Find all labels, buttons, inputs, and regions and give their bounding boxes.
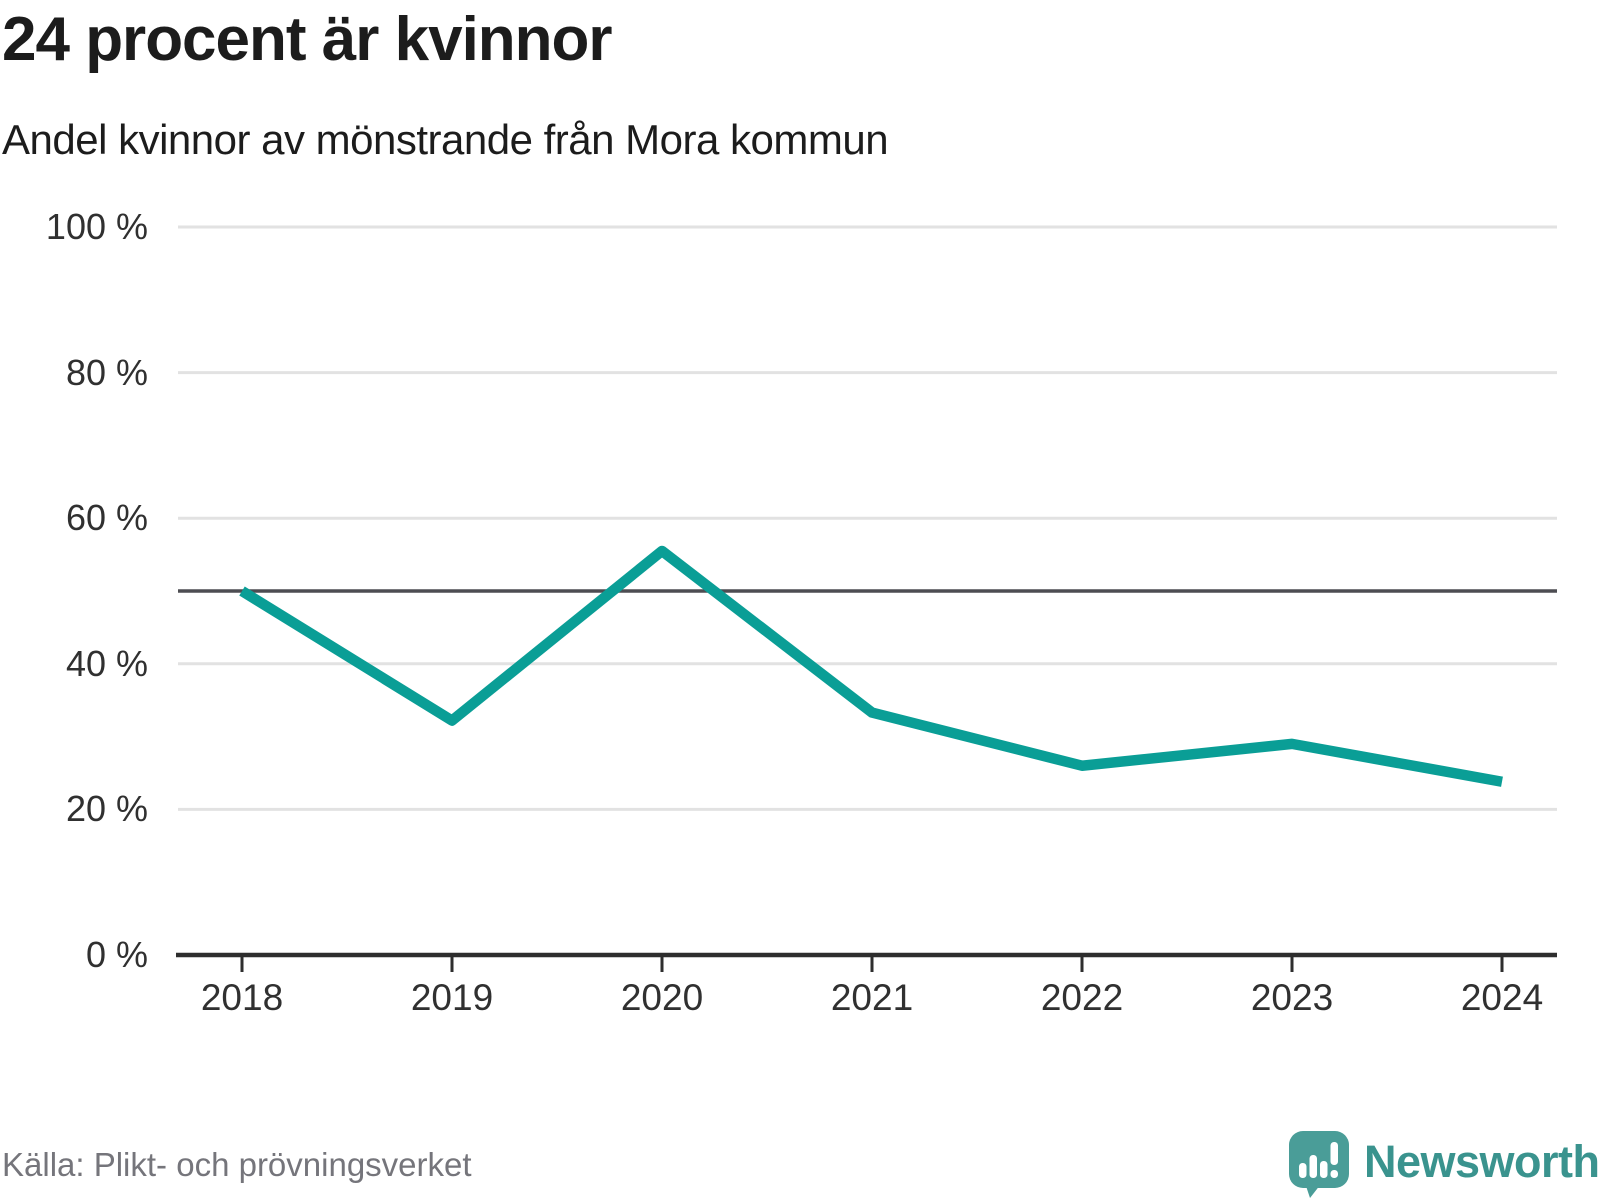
- data-line-andel-kvinnor: [239, 545, 1503, 787]
- x-tick-label-2021: 2021: [830, 977, 914, 1018]
- chart-subtitle: Andel kvinnor av mönstrande från Mora ko…: [2, 116, 889, 163]
- y-tick-label-20: 20 %: [65, 788, 148, 830]
- y-tick-label-40: 40 %: [65, 642, 148, 684]
- x-tick-label-2023: 2023: [1250, 977, 1334, 1018]
- x-tick-label-2019: 2019: [410, 977, 494, 1018]
- newsworthy-logo: Newsworthy: [1288, 1130, 1600, 1198]
- source-note: Källa: Plikt- och prövningsverket: [2, 1146, 472, 1183]
- x-tick-label-2022: 2022: [1040, 977, 1124, 1018]
- x-tick-label-2024: 2024: [1460, 977, 1544, 1018]
- chart-title: 24 procent är kvinnor: [2, 5, 613, 74]
- x-tick-label-2020: 2020: [620, 977, 704, 1018]
- x-tick-label-2018: 2018: [200, 977, 284, 1018]
- y-tick-label-100: 100 %: [45, 206, 148, 247]
- y-tick-label-60: 60 %: [65, 497, 148, 539]
- y-tick-label-80: 80 %: [65, 351, 148, 393]
- y-tick-label-0: 0 %: [85, 934, 148, 975]
- newsworthy-logo-text: Newsworthy: [1364, 1136, 1600, 1187]
- newsworthy-logo-icon: [1289, 1131, 1349, 1198]
